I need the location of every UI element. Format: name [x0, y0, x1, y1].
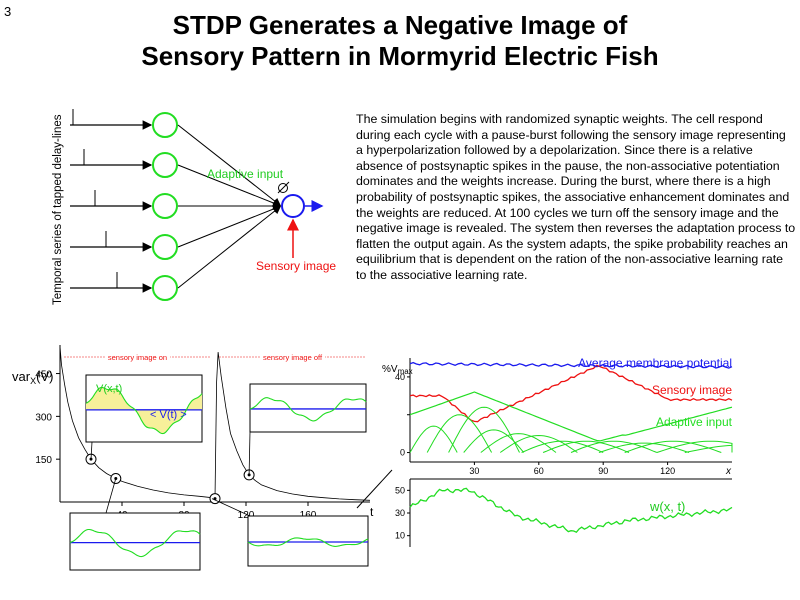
inset-curve — [249, 397, 367, 422]
synapse-arrow — [177, 124, 282, 206]
inset-pointer — [105, 478, 117, 514]
delay-lines-label: Temporal series of tapped delay-lines — [52, 114, 64, 305]
inset-plot — [69, 512, 201, 571]
inset-plot — [247, 515, 369, 567]
synapse-arrow — [177, 205, 281, 248]
sensory-line — [409, 364, 733, 423]
adaptive-envelope — [409, 391, 733, 442]
synapse-arrow — [177, 164, 281, 207]
variance-chart: varX(V) 4080120160150300450 sensory imag… — [12, 345, 374, 571]
y-tick-label: 450 — [35, 370, 52, 381]
legend-entry: Adaptive input — [656, 415, 733, 429]
inset-curve — [85, 386, 203, 435]
y-tick-label: 150 — [35, 455, 52, 466]
adaptive-bump — [570, 440, 658, 453]
connector-arrow — [356, 469, 393, 509]
x-tick-label: 90 — [598, 466, 608, 475]
inset-fill — [86, 387, 202, 434]
input-neuron — [152, 152, 178, 178]
title-line-2: Sensory Pattern in Mormyrid Electric Fis… — [141, 41, 659, 71]
adaptive-bump — [426, 414, 493, 453]
weights-label: w(x, t) — [649, 499, 685, 514]
weights-chart: 10 30 50 w(x, t) — [395, 478, 733, 547]
body-text: The simulation begins with randomized sy… — [356, 112, 796, 282]
inset-pointer — [211, 498, 251, 517]
inset-plot: V(x,t) < V(t) > — [85, 374, 203, 443]
y-tick-label: 30 — [395, 508, 405, 518]
chart-ylabel: varX(V) — [12, 369, 53, 386]
inset-mean-label: < V(t) > — [150, 409, 187, 421]
x-axis-label: t — [370, 505, 374, 519]
legend-entry: Average membrane potential — [578, 356, 732, 370]
legend-entry: Sensory image — [652, 383, 732, 397]
input-neuron — [152, 193, 178, 219]
inset-pointer — [248, 431, 251, 475]
adaptive-input-symbol — [278, 183, 288, 193]
inset-pointer — [90, 441, 93, 460]
adaptive-bump — [448, 406, 520, 453]
adaptive-input-slash — [277, 181, 290, 194]
average-line — [409, 361, 733, 369]
adaptive-bump — [624, 440, 722, 453]
adaptive-bump — [542, 440, 630, 453]
title-line-1: STDP Generates a Negative Image of — [172, 10, 628, 40]
adaptive-bump — [684, 444, 733, 453]
adaptive-bump — [521, 440, 604, 453]
adaptive-bump — [598, 442, 690, 453]
inset-curve — [69, 528, 201, 558]
marker-dot — [247, 473, 251, 477]
range-label-off: sensory image off — [263, 353, 323, 362]
marker-dot — [89, 457, 93, 461]
weights-curve — [409, 487, 733, 533]
y-tick-label: 50 — [395, 485, 405, 495]
y-tick-label: 40 — [395, 372, 405, 382]
y-tick-label: 0 — [400, 448, 405, 458]
input-neuron — [152, 112, 178, 138]
y-tick-label: 300 — [35, 412, 52, 423]
x-tick-label: 120 — [660, 466, 675, 475]
page-number: 3 — [4, 4, 12, 19]
adaptive-bump — [480, 433, 557, 453]
adaptive-bump — [409, 425, 458, 453]
inset-curve — [247, 537, 369, 547]
output-neuron — [281, 194, 305, 218]
membrane-chart: %Vmax 30 60 90 120 x 0 40 Average membrane pot… — [382, 356, 733, 475]
x-tick-label: 120 — [238, 510, 255, 521]
inset-plot — [249, 383, 367, 433]
adaptive-input-label: Adaptive input — [207, 167, 284, 181]
sensory-image-label: Sensory image — [256, 259, 336, 273]
input-neuron — [152, 275, 178, 301]
inset-v-label: V(x,t) — [96, 383, 122, 395]
input-neuron — [152, 234, 178, 260]
x-tick-label: 30 — [469, 466, 479, 475]
x-axis-label: x — [725, 466, 732, 475]
adaptive-bump — [463, 429, 525, 453]
adaptive-bump — [499, 434, 578, 453]
range-label-on: sensory image on — [108, 353, 167, 362]
chart-ylabel: %Vmax — [382, 364, 413, 376]
slide-title: STDP Generates a Negative Image of Senso… — [0, 10, 800, 72]
synapse-arrow — [177, 205, 282, 289]
x-tick-label: 60 — [534, 466, 544, 475]
y-tick-label: 10 — [395, 531, 405, 541]
